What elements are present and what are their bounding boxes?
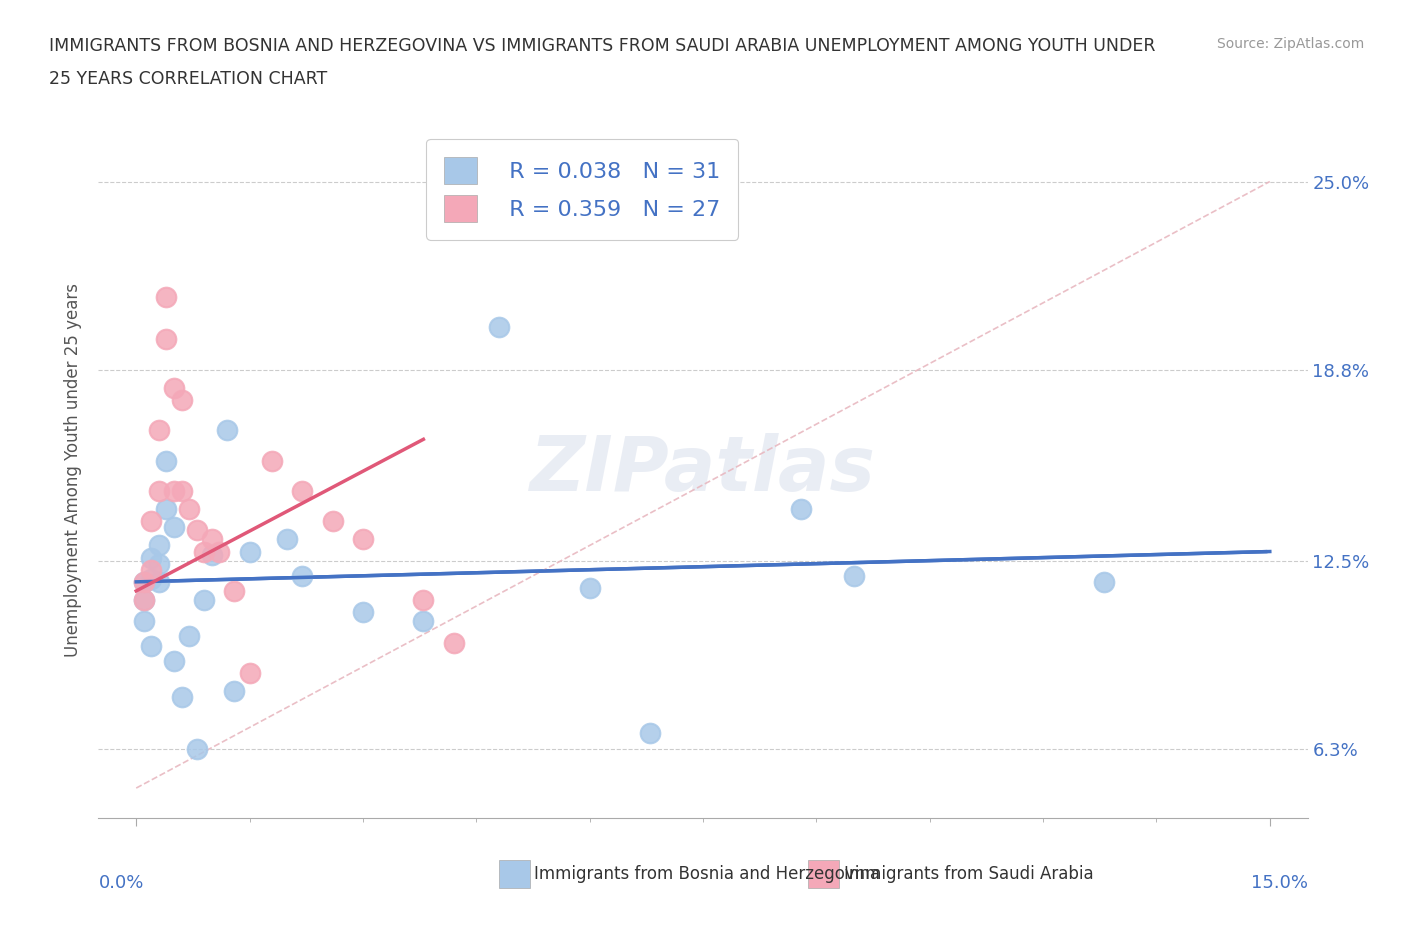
Point — [141, 638, 163, 653]
Point — [638, 726, 661, 741]
Point — [186, 741, 208, 756]
Point — [790, 501, 813, 516]
Point — [155, 289, 177, 304]
Point — [155, 501, 177, 516]
Point — [239, 544, 262, 559]
Point — [186, 523, 208, 538]
Point — [177, 629, 201, 644]
Point — [412, 614, 434, 629]
Point — [148, 556, 170, 571]
Text: Source: ZipAtlas.com: Source: ZipAtlas.com — [1216, 37, 1364, 51]
Text: Immigrants from Bosnia and Herzegovina: Immigrants from Bosnia and Herzegovina — [534, 865, 880, 884]
Point — [155, 332, 177, 347]
Point — [201, 532, 224, 547]
Point — [215, 423, 238, 438]
Point — [170, 392, 193, 407]
Point — [262, 453, 284, 468]
Point — [163, 520, 186, 535]
Y-axis label: Unemployment Among Youth under 25 years: Unemployment Among Youth under 25 years — [63, 283, 82, 657]
Point — [193, 592, 215, 607]
Point — [239, 665, 262, 680]
Point — [141, 551, 163, 565]
Point — [132, 592, 155, 607]
Point — [132, 575, 155, 590]
Text: Immigrants from Saudi Arabia: Immigrants from Saudi Arabia — [844, 865, 1094, 884]
Point — [844, 568, 866, 583]
Point — [291, 568, 314, 583]
Point — [148, 484, 170, 498]
Point — [163, 653, 186, 668]
Point — [193, 544, 215, 559]
Text: 25 YEARS CORRELATION CHART: 25 YEARS CORRELATION CHART — [49, 70, 328, 87]
Point — [170, 484, 193, 498]
Point — [132, 575, 155, 590]
Point — [141, 513, 163, 528]
Point — [148, 423, 170, 438]
Point — [208, 544, 231, 559]
Point — [132, 592, 155, 607]
Legend:   R = 0.038   N = 31,   R = 0.359   N = 27: R = 0.038 N = 31, R = 0.359 N = 27 — [426, 139, 738, 240]
Text: ZIPatlas: ZIPatlas — [530, 432, 876, 507]
Point — [412, 592, 434, 607]
Point — [141, 563, 163, 578]
Point — [170, 690, 193, 705]
Text: IMMIGRANTS FROM BOSNIA AND HERZEGOVINA VS IMMIGRANTS FROM SAUDI ARABIA UNEMPLOYM: IMMIGRANTS FROM BOSNIA AND HERZEGOVINA V… — [49, 37, 1156, 55]
Point — [224, 684, 246, 698]
Text: 15.0%: 15.0% — [1250, 874, 1308, 892]
Point — [148, 538, 170, 553]
Point — [488, 320, 510, 335]
Point — [141, 571, 163, 586]
Point — [322, 513, 344, 528]
Point — [177, 501, 201, 516]
Point — [155, 453, 177, 468]
Point — [276, 532, 298, 547]
Point — [148, 575, 170, 590]
Point — [132, 614, 155, 629]
Point — [578, 580, 600, 595]
Point — [224, 583, 246, 598]
Point — [352, 604, 374, 619]
Point — [163, 380, 186, 395]
Point — [291, 484, 314, 498]
Text: 0.0%: 0.0% — [98, 874, 143, 892]
Point — [163, 484, 186, 498]
Point — [443, 635, 465, 650]
Point — [352, 532, 374, 547]
Point — [201, 547, 224, 562]
Point — [1092, 575, 1115, 590]
